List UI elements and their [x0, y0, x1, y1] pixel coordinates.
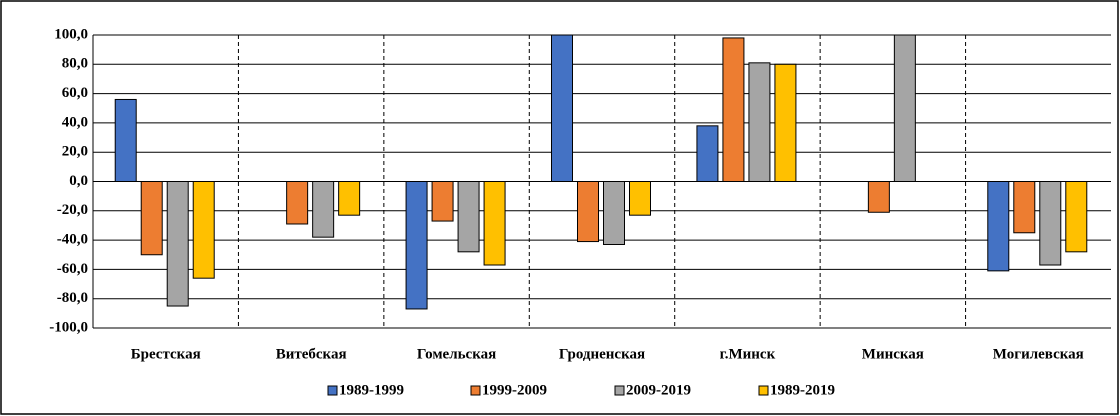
bar: [405, 181, 428, 310]
y-tick-label: 100,0: [54, 26, 88, 42]
bar: [577, 181, 599, 243]
y-tick-label: -40,0: [57, 232, 88, 248]
bar: [629, 181, 651, 216]
x-tick-label: Витебская: [276, 346, 347, 362]
bar: [774, 63, 797, 182]
bar: [286, 181, 309, 225]
bar: [748, 62, 771, 182]
y-tick-label: 80,0: [62, 56, 88, 72]
bar: [312, 181, 335, 238]
bar: [140, 181, 163, 256]
bar: [114, 98, 137, 182]
bar: [987, 181, 1010, 272]
y-tick-label: -100,0: [49, 319, 88, 335]
y-tick-label: -20,0: [57, 202, 88, 218]
y-tick-label: 20,0: [62, 144, 88, 160]
y-tick-label: 0,0: [69, 173, 88, 189]
legend-label: 2009-2019: [626, 382, 691, 398]
y-tick-label: 40,0: [62, 114, 88, 130]
y-tick-label: 60,0: [62, 85, 88, 101]
legend-swatch: [758, 385, 769, 396]
bar: [603, 181, 625, 245]
legend-swatch: [327, 385, 338, 396]
bar: [192, 181, 215, 279]
bar: [1039, 181, 1062, 266]
x-tick-label: Могилевская: [993, 346, 1084, 362]
x-tick-label: Минская: [862, 346, 924, 362]
x-tick-label: Гомельская: [417, 346, 496, 362]
bars: [114, 35, 1088, 310]
bar: [338, 181, 361, 216]
x-tick-label: Брестская: [131, 346, 201, 362]
x-tick-label: Гродненская: [559, 346, 645, 362]
bar: [1013, 181, 1036, 234]
legend-label: 1989-2019: [770, 382, 835, 398]
bar: [551, 35, 573, 182]
bar: [893, 35, 916, 182]
bar: [431, 181, 454, 222]
bar: [457, 181, 480, 253]
bar: [1065, 181, 1088, 253]
bar: [867, 181, 890, 213]
bar: [483, 181, 506, 266]
y-tick-label: -60,0: [57, 261, 88, 277]
x-tick-label: г.Минск: [720, 346, 776, 362]
bar: [696, 125, 719, 182]
bar: [722, 37, 745, 183]
legend-swatch: [614, 385, 625, 396]
bar: [166, 181, 189, 307]
legend-label: 1999-2009: [482, 382, 547, 398]
legend-label: 1989-1999: [339, 382, 404, 398]
y-tick-label: -80,0: [57, 290, 88, 306]
legend-swatch: [470, 385, 481, 396]
